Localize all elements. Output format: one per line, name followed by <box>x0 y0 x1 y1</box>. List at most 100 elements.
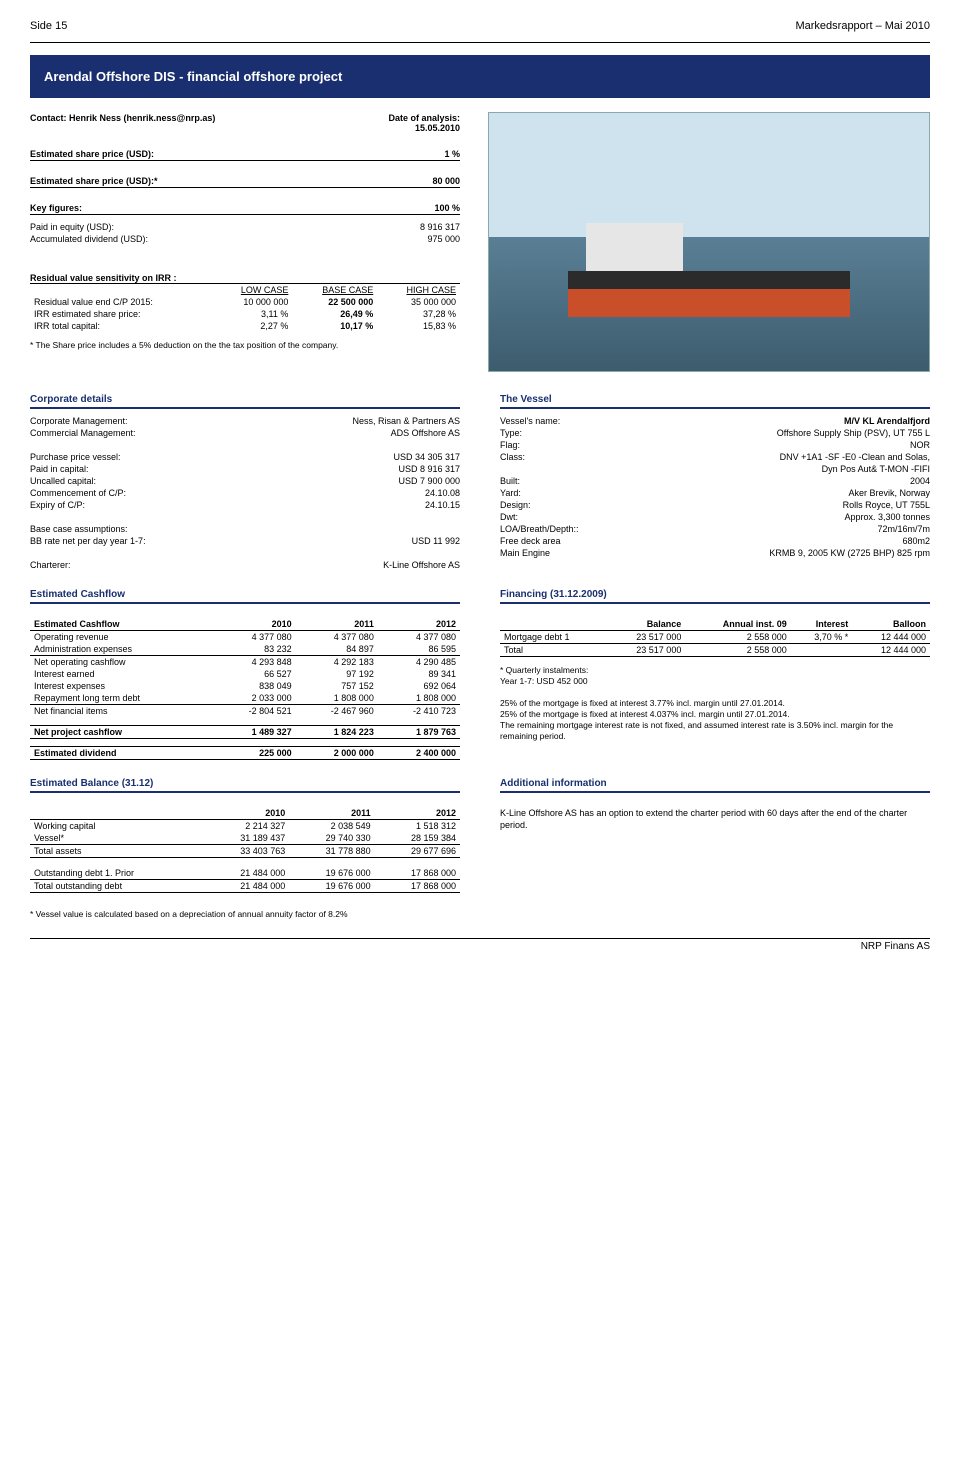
corp-k: Commercial Management: <box>30 428 136 438</box>
vessel-v: DNV +1A1 -SF -E0 -Clean and Solas, <box>780 452 930 462</box>
keyfig-row-1: Paid in equity (USD): 8 916 317 <box>30 221 460 233</box>
cell: 2012 <box>375 807 460 820</box>
date-value: 15.05.2010 <box>415 123 460 133</box>
corp-row: Purchase price vessel:USD 34 305 317 <box>30 451 460 463</box>
balance-row: Total assets33 403 76331 778 88029 677 6… <box>30 844 460 857</box>
cell: 225 000 <box>214 746 296 759</box>
cell: 2012 <box>378 618 460 631</box>
keyfig-head-value: 100 % <box>434 203 460 213</box>
cashflow-row: Interest earned66 52797 19289 341 <box>30 668 460 680</box>
corp-v: 24.10.15 <box>425 500 460 510</box>
vessel-col: The Vessel Vessel's name:M/V KL Arendalf… <box>500 394 930 571</box>
vessel-row: LOA/Breath/Depth::72m/16m/7m <box>500 523 930 535</box>
balance-row: Total outstanding debt21 484 00019 676 0… <box>30 880 460 893</box>
corp-head: Corporate details <box>30 394 460 409</box>
cell: 19 676 000 <box>289 880 374 893</box>
corp-row: Commencement of C/P:24.10.08 <box>30 487 460 499</box>
est-price-1-value: 1 % <box>444 149 460 159</box>
corp-row: Charterer: K-Line Offshore AS <box>30 559 460 571</box>
date-label: Date of analysis: <box>388 113 460 123</box>
additional-col: Additional information K-Line Offshore A… <box>500 778 930 921</box>
keyfig-1-value: 8 916 317 <box>420 222 460 232</box>
cell: 12 444 000 <box>852 631 930 644</box>
cell: 4 290 485 <box>378 656 460 669</box>
cashflow-table: Estimated Cashflow 2010 2011 2012 Operat… <box>30 618 460 760</box>
cell: 29 740 330 <box>289 832 374 845</box>
cell: 838 049 <box>214 680 296 692</box>
top-section: Contact: Henrik Ness (henrik.ness@nrp.as… <box>30 112 930 372</box>
vessel-row: Design:Rolls Royce, UT 755L <box>500 499 930 511</box>
cell: Vessel* <box>30 832 204 845</box>
balance-table: 2010 2011 2012 Working capital2 214 3272… <box>30 807 460 894</box>
cell: 12 444 000 <box>852 644 930 657</box>
cell: Repayment long term debt <box>30 692 214 705</box>
cell: Balance <box>608 618 686 631</box>
vessel-v: 2004 <box>910 476 930 486</box>
cell: Total outstanding debt <box>30 880 204 893</box>
cashflow-col: Estimated Cashflow Estimated Cashflow 20… <box>30 589 460 760</box>
cashflow-div: Estimated dividend 225 000 2 000 000 2 4… <box>30 746 460 759</box>
balance-hdr: 2010 2011 2012 <box>30 807 460 820</box>
cashflow-row: Net financial items-2 804 521-2 467 960-… <box>30 705 460 718</box>
cell: Operating revenue <box>30 631 214 644</box>
corp-vessel-row: Corporate details Corporate Management:N… <box>30 394 930 571</box>
financing-note-line: 25% of the mortgage is fixed at interest… <box>500 709 930 720</box>
vessel-v: Dyn Pos Aut& T-MON -FIFI <box>822 464 930 474</box>
vessel-row: Yard:Aker Brevik, Norway <box>500 487 930 499</box>
corp-v: USD 7 900 000 <box>398 476 460 486</box>
cell: Working capital <box>30 819 204 832</box>
est-price-2: Estimated share price (USD):* 80 000 <box>30 175 460 188</box>
vessel-k: Flag: <box>500 440 520 450</box>
cell <box>30 807 204 820</box>
vessel-v: 680m2 <box>902 536 930 546</box>
cell: 1 489 327 <box>214 725 296 738</box>
cell: 97 192 <box>296 668 378 680</box>
vessel-row: Vessel's name:M/V KL Arendalfjord <box>500 415 930 427</box>
cell: 10,17 % <box>292 320 377 332</box>
cell: 1 808 000 <box>296 692 378 705</box>
financing-note-line <box>500 687 930 698</box>
cell: 35 000 000 <box>377 296 460 308</box>
cell: Net financial items <box>30 705 214 718</box>
page-header: Side 15 Markedsrapport – Mai 2010 <box>30 20 930 32</box>
vessel-v: Offshore Supply Ship (PSV), UT 755 L <box>777 428 930 438</box>
cell: Residual value end C/P 2015: <box>30 296 213 308</box>
corp-k: Charterer: <box>30 560 71 570</box>
corp-k: Uncalled capital: <box>30 476 96 486</box>
cell: 2 033 000 <box>214 692 296 705</box>
top-right-col <box>488 112 930 372</box>
cell: 757 152 <box>296 680 378 692</box>
balance-row: Vessel*31 189 43729 740 33028 159 384 <box>30 832 460 845</box>
cell: 4 292 183 <box>296 656 378 669</box>
balance-additional-row: Estimated Balance (31.12) 2010 2011 2012… <box>30 778 930 921</box>
cell: 1 808 000 <box>378 692 460 705</box>
cell: 21 484 000 <box>204 867 289 880</box>
cell: 33 403 763 <box>204 844 289 857</box>
cell: -2 467 960 <box>296 705 378 718</box>
cell: 19 676 000 <box>289 867 374 880</box>
cell: 2,27 % <box>213 320 293 332</box>
cell: Interest earned <box>30 668 214 680</box>
corp-row: BB rate net per day year 1-7:USD 11 992 <box>30 535 460 547</box>
vessel-v: Aker Brevik, Norway <box>848 488 930 498</box>
corp-v: K-Line Offshore AS <box>383 560 460 570</box>
cell: 17 868 000 <box>375 867 460 880</box>
corp-row: Commercial Management:ADS Offshore AS <box>30 427 460 439</box>
ship-hull-shape <box>568 271 850 317</box>
corp-row: Base case assumptions: <box>30 523 460 535</box>
financing-hdr: Balance Annual inst. 09 Interest Balloon <box>500 618 930 631</box>
cell: 83 232 <box>214 643 296 656</box>
corp-k: Expiry of C/P: <box>30 500 85 510</box>
cell: Total assets <box>30 844 204 857</box>
corp-row: Expiry of C/P: 24.10.15 <box>30 499 460 511</box>
cell: 10 000 000 <box>213 296 293 308</box>
cell: 2 000 000 <box>296 746 378 759</box>
cell: 23 517 000 <box>608 631 686 644</box>
vessel-k: Design: <box>500 500 531 510</box>
residual-hdr-2: BASE CASE <box>292 284 377 296</box>
cell: Net operating cashflow <box>30 656 214 669</box>
balance-row: Outstanding debt 1. Prior21 484 00019 67… <box>30 867 460 880</box>
financing-note-line: The remaining mortgage interest rate is … <box>500 720 930 742</box>
vessel-k: Main Engine <box>500 548 550 558</box>
additional-head: Additional information <box>500 778 930 793</box>
